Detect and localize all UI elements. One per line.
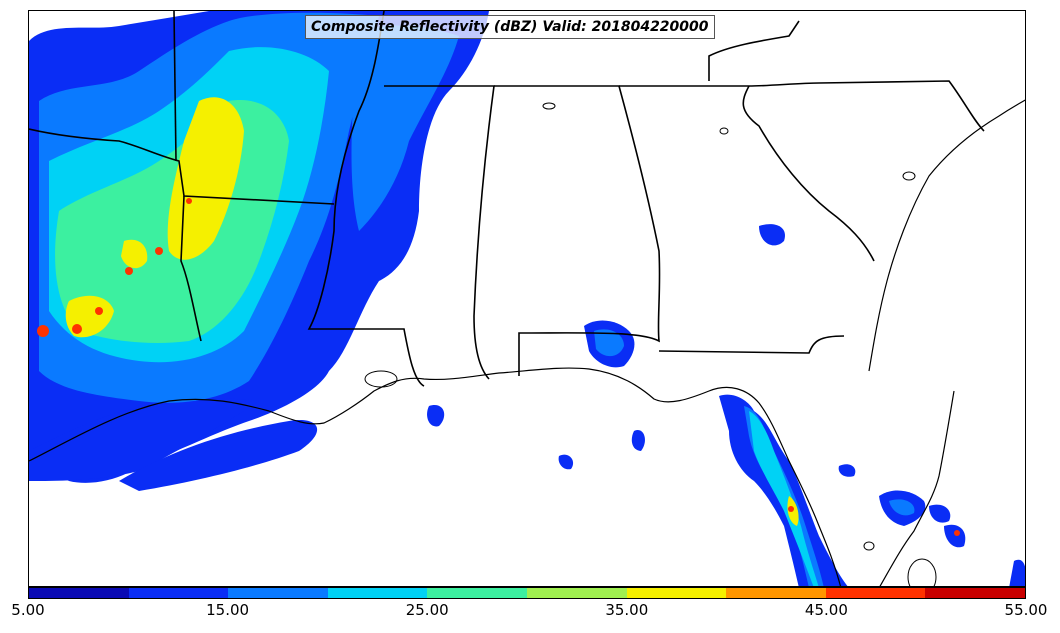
reflectivity-map <box>29 11 1025 586</box>
colorbar-segment <box>427 588 527 598</box>
map-title: Composite Reflectivity (dBZ) Valid: 2018… <box>305 15 715 39</box>
coastline <box>29 99 1025 586</box>
colorbar-segment <box>526 588 627 598</box>
colorbar-tick-label: 15.00 <box>206 601 250 619</box>
colorbar-segment <box>128 588 229 598</box>
colorbar-tick-label: 35.00 <box>605 601 649 619</box>
reflectivity-layer-yellow <box>65 97 799 526</box>
colorbar-tick-label: 55.00 <box>1004 601 1048 619</box>
colorbar-segment <box>825 588 926 598</box>
colorbar-tick-labels: 5.00 15.00 25.00 35.00 45.00 55.00 <box>0 601 1060 623</box>
colorbar-segment <box>925 588 1025 598</box>
colorbar-segment <box>228 588 328 598</box>
colorbar-segment <box>29 588 129 598</box>
state-borders <box>29 11 985 387</box>
colorbar-tick-label: 25.00 <box>405 601 449 619</box>
colorbar-tick-label: 45.00 <box>804 601 848 619</box>
colorbar-segment <box>327 588 428 598</box>
lakes <box>364 102 937 586</box>
colorbar <box>28 587 1026 599</box>
colorbar-segment <box>626 588 727 598</box>
reflectivity-layer-red <box>37 198 960 536</box>
colorbar-tick-label: 5.00 <box>11 601 45 619</box>
map-panel <box>28 10 1026 587</box>
colorbar-segment <box>726 588 826 598</box>
